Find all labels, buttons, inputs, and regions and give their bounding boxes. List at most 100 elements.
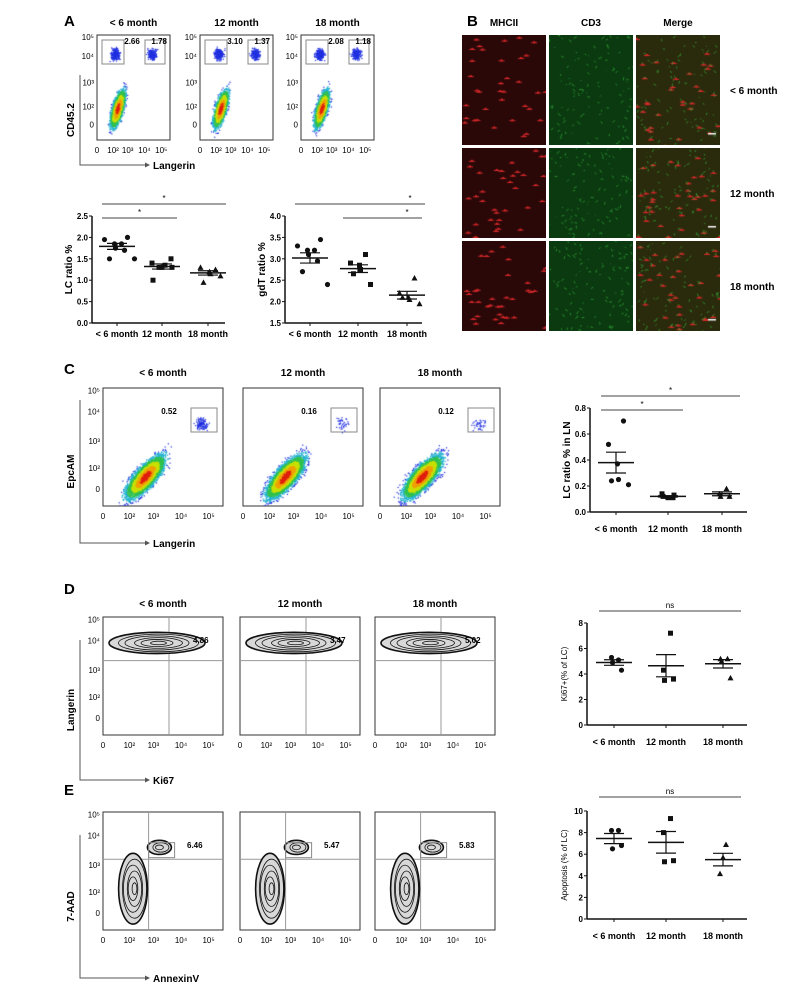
significance-label: * bbox=[405, 208, 408, 217]
y-tick: 0 bbox=[90, 120, 95, 129]
y-tick-label: 2.0 bbox=[77, 233, 89, 242]
plot-title: < 6 month bbox=[139, 368, 187, 379]
y-tick-label: 0.4 bbox=[575, 456, 587, 465]
contour-line bbox=[124, 635, 190, 651]
x-tick-label: < 6 month bbox=[595, 524, 638, 534]
significance-label: ns bbox=[666, 601, 674, 610]
y-tick: 10³ bbox=[88, 437, 100, 446]
x-tick: 10² bbox=[124, 741, 136, 750]
x-tick: 10⁵ bbox=[258, 146, 270, 155]
x-axis-title: Ki67 bbox=[153, 776, 175, 787]
data-point bbox=[396, 290, 403, 296]
data-point bbox=[618, 667, 625, 673]
y-tick-label: 0.0 bbox=[77, 319, 89, 328]
data-point bbox=[197, 264, 204, 270]
data-point bbox=[299, 269, 306, 275]
column-header: CD3 bbox=[581, 18, 601, 29]
x-tick: 10³ bbox=[425, 512, 437, 521]
x-tick: 10³ bbox=[288, 512, 300, 521]
data-point bbox=[671, 858, 676, 864]
y-tick-label: 4 bbox=[579, 670, 584, 679]
y-axis-title: Ki67+(% of LC) bbox=[560, 646, 569, 701]
x-tick: 0 bbox=[238, 741, 243, 750]
contour-line bbox=[122, 858, 147, 919]
x-tick: 10⁴ bbox=[175, 741, 188, 750]
data-point bbox=[723, 485, 730, 492]
contour-line bbox=[406, 637, 455, 649]
data-point bbox=[723, 841, 729, 847]
y-tick: 10² bbox=[185, 102, 197, 111]
data-point bbox=[609, 846, 616, 852]
x-tick: 10⁴ bbox=[312, 741, 325, 750]
data-point bbox=[662, 859, 667, 865]
contour-line bbox=[390, 633, 471, 653]
x-tick: 10² bbox=[124, 936, 136, 945]
column-header: Merge bbox=[663, 18, 693, 29]
data-point bbox=[363, 252, 368, 258]
y-tick: 10² bbox=[88, 464, 100, 473]
row-label: < 6 month bbox=[730, 86, 778, 97]
data-point bbox=[608, 654, 615, 661]
gate-value: 5.47 bbox=[324, 841, 340, 850]
data-point bbox=[661, 830, 666, 836]
gate-value: 5.83 bbox=[459, 841, 475, 850]
data-point bbox=[605, 441, 612, 447]
x-tick: 10² bbox=[311, 146, 323, 155]
contour-line bbox=[126, 870, 143, 907]
y-tick-label: 0.2 bbox=[575, 482, 587, 491]
x-tick: 10² bbox=[264, 512, 276, 521]
row-label: 18 month bbox=[730, 282, 774, 293]
data-point bbox=[670, 495, 676, 501]
y-tick: 10⁵ bbox=[185, 33, 197, 42]
contour-line bbox=[255, 633, 336, 653]
chart-ki67: 0 2 4 6 8 Ki67+(% of LC) < 6 month 12 month 18 m… bbox=[560, 601, 747, 747]
x-tick-label: < 6 month bbox=[593, 931, 636, 941]
contour-line bbox=[398, 870, 415, 907]
data-point bbox=[351, 271, 356, 277]
contour-line bbox=[140, 639, 174, 647]
y-tick: 10⁵ bbox=[88, 386, 100, 395]
plot-title: 12 month bbox=[214, 18, 258, 29]
data-point bbox=[661, 667, 666, 673]
contour-line bbox=[150, 640, 167, 646]
data-point bbox=[304, 247, 311, 253]
y-tick-label: 4.0 bbox=[270, 212, 282, 221]
x-tick: 10⁴ bbox=[241, 146, 254, 155]
contour-line bbox=[426, 844, 436, 851]
x-tick: 10⁴ bbox=[175, 936, 188, 945]
y-tick-label: 0 bbox=[579, 915, 584, 924]
x-tick: 10⁵ bbox=[342, 512, 354, 521]
x-tick: 10³ bbox=[420, 936, 432, 945]
y-tick: 10⁴ bbox=[185, 52, 198, 61]
contour-line bbox=[394, 864, 415, 913]
x-tick: 10³ bbox=[148, 741, 160, 750]
y-axis-title: Apoptosis (% of LC) bbox=[560, 829, 569, 900]
chart-ln: 0.0 0.2 0.4 0.6 0.8LC ratio % in LN < 6 month… bbox=[562, 386, 747, 534]
y-axis-title: Langerin bbox=[66, 689, 77, 731]
x-tick: 10² bbox=[107, 146, 119, 155]
data-point bbox=[106, 256, 113, 262]
x-tick: 10⁵ bbox=[155, 146, 167, 155]
contour-line bbox=[264, 876, 276, 901]
x-tick: 10² bbox=[261, 741, 273, 750]
microscopy-image-cd3 bbox=[549, 241, 633, 331]
data-point bbox=[131, 256, 138, 262]
chart-apop: 0 2 4 6 8 10 Apoptosis (% of LC) < 6 month 12 mo… bbox=[560, 787, 747, 941]
x-tick: 10³ bbox=[420, 741, 432, 750]
gate-value: 6.46 bbox=[187, 841, 203, 850]
x-tick-label: 18 month bbox=[387, 329, 427, 339]
contour-line bbox=[108, 631, 206, 655]
y-axis-title: 7-AAD bbox=[66, 891, 77, 922]
data-point bbox=[124, 234, 131, 240]
x-axis-title: Langerin bbox=[153, 161, 195, 172]
contour-line bbox=[287, 640, 304, 646]
row-label: 12 month bbox=[730, 189, 774, 200]
y-tick: 10² bbox=[82, 102, 94, 111]
y-axis-title: gdT ratio % bbox=[257, 242, 268, 297]
data-point bbox=[358, 267, 363, 272]
y-tick-label: 1.5 bbox=[270, 319, 282, 328]
x-tick: 10² bbox=[396, 741, 408, 750]
contour-line bbox=[131, 882, 138, 895]
x-tick-label: 12 month bbox=[338, 329, 378, 339]
plot-title: < 6 month bbox=[139, 599, 187, 610]
